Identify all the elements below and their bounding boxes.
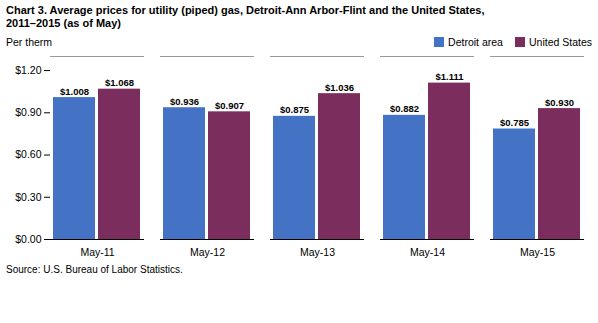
svg-text:$0.60: $0.60: [15, 148, 41, 160]
svg-text:$0.907: $0.907: [215, 100, 244, 111]
svg-text:$0.930: $0.930: [545, 97, 574, 108]
html-text:Detroit area: Detroit area: [448, 36, 503, 48]
svg-text:$1.068: $1.068: [105, 77, 134, 88]
svg-text:$0.936: $0.936: [170, 96, 199, 107]
svg-text:$0.882: $0.882: [390, 103, 419, 114]
svg-text:May-13: May-13: [300, 246, 335, 258]
svg-text:$1.036: $1.036: [325, 82, 354, 93]
svg-text:May-15: May-15: [520, 246, 555, 258]
svg-text:May-12: May-12: [190, 246, 225, 258]
svg-text:$1.008: $1.008: [60, 86, 89, 97]
html-text:Chart 3. Average prices for ut: Chart 3. Average prices for utility (pip…: [6, 4, 485, 16]
svg-text:May-14: May-14: [410, 246, 445, 258]
html-text:United States: United States: [529, 36, 592, 48]
svg-text:$0.875: $0.875: [280, 104, 310, 115]
svg-text:$0.30: $0.30: [15, 191, 41, 203]
html-text:Per therm: Per therm: [6, 36, 53, 48]
svg-text:$1.111: $1.111: [435, 71, 464, 82]
svg-text:$0.90: $0.90: [15, 106, 41, 118]
svg-text:$0.00: $0.00: [15, 233, 41, 245]
html-text:2011–2015 (as of May): 2011–2015 (as of May): [6, 17, 121, 29]
svg-text:May-11: May-11: [80, 246, 114, 258]
svg-text:$0.785: $0.785: [500, 117, 530, 128]
svg-text:$1.20: $1.20: [15, 64, 41, 76]
html-text:Source: U.S. Bureau of Labor S: Source: U.S. Bureau of Labor Statistics.: [6, 264, 183, 275]
